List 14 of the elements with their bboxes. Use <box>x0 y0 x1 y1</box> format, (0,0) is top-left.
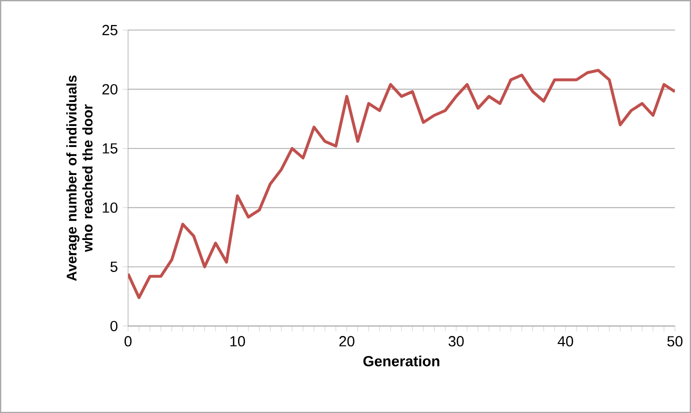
x-tick-label: 40 <box>558 336 574 346</box>
x-tick-label: 20 <box>339 336 354 346</box>
y-tick-label: 10 <box>102 202 118 213</box>
x-tick-label: 0 <box>124 336 132 346</box>
x-tick-label: 50 <box>667 336 682 346</box>
y-axis-title: Average number of individuals who reached the door <box>66 75 93 281</box>
y-tick-label: 0 <box>110 320 118 332</box>
x-tick-label: 10 <box>230 336 245 346</box>
x-tick-label: 30 <box>448 336 464 346</box>
x-axis-title: Generation <box>363 356 440 366</box>
y-tick-label: 20 <box>102 84 118 94</box>
y-tick-label: 5 <box>110 262 118 272</box>
y-tick-label: 15 <box>102 143 118 154</box>
y-tick-label: 25 <box>102 24 118 36</box>
